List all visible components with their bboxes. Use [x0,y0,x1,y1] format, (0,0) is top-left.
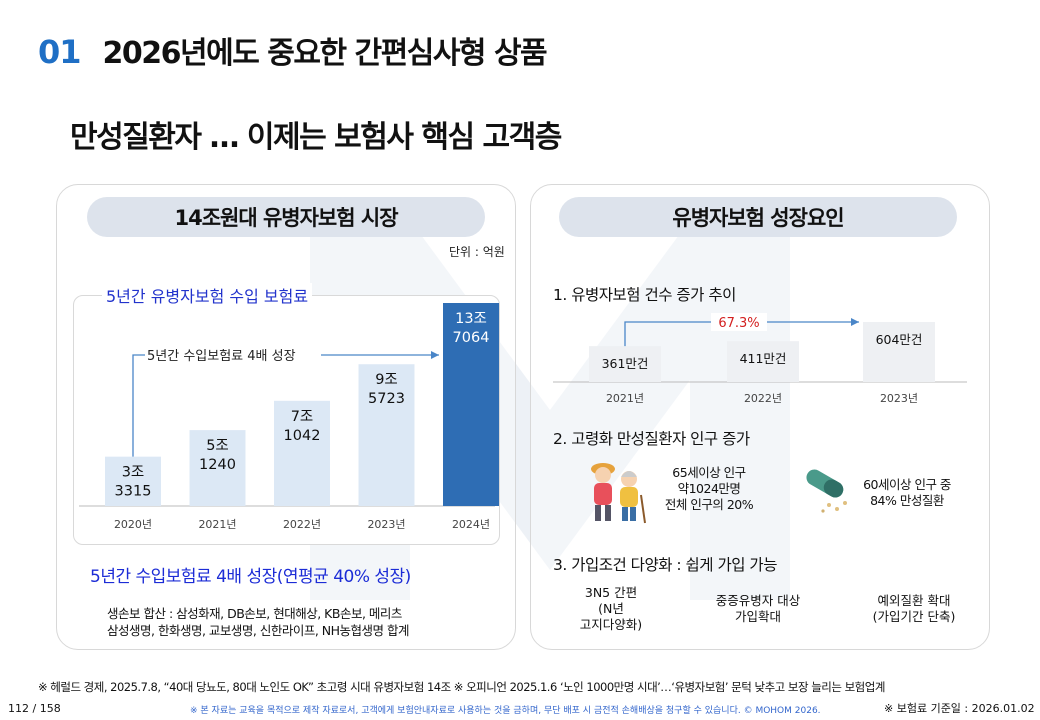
premium-chart-title: 5년간 유병자보험 수입 보험료 [102,283,313,307]
count-label-1: 411만건 [740,351,787,366]
market-size-panel: 14조원대 유병자보험 시장 단위 : 억원 3조 3315 2020년 5조 1240… [56,184,516,650]
section-number: 01 [38,33,82,71]
policy-count-chart: 361만건 2021년 411만건 2022년 604만건 2023년 67.3% [553,313,967,405]
count-label-0: 361만건 [602,356,649,371]
count-growth-rate: 67.3% [718,316,759,331]
bar-label-bottom-1: 1240 [199,457,236,473]
count-bar-1 [727,341,799,382]
page-title: 2026년에도 중요한 간편심사형 상품 [102,36,548,71]
condition-item-1: 3N5 간편 (N년 고지다양화) [551,585,671,633]
condition-2-line-1: 중증유병자 대상 [715,593,801,608]
bar-2023년 [358,364,415,506]
condition-item-2: 중증유병자 대상 가입확대 [693,593,823,625]
count-label-2: 604만건 [876,332,923,347]
condition-1-line-1: 3N5 간편 [584,585,638,600]
premium-basis-date: ※ 보험료 기준일 : 2026.01.02 [884,702,1035,715]
section-3-title: 3. 가입조건 다양화 : 쉽게 가입 가능 [553,556,777,574]
bar-label-bottom-2: 1042 [284,428,321,444]
bar-label-top-3: 9조 [375,372,398,388]
x-tick-3: 2023년 [367,518,405,531]
condition-1-line-2: (N년 [598,601,624,616]
count-bar-2 [863,322,935,382]
section-2-title: 2. 고령화 만성질환자 인구 증가 [553,430,750,448]
bar-2020년 [105,456,161,506]
x-tick-1: 2021년 [198,518,236,531]
x-tick-0: 2020년 [114,518,152,531]
x-tick-4: 2024년 [452,518,490,531]
source-line-1: 생손보 합산 : 삼성화재, DB손보, 현대해상, KB손보, 메리츠 [107,606,402,621]
source-line-2: 삼성생명, 한화생명, 교보생명, 신한라이프, NH농협생명 합계 [107,623,410,638]
condition-item-3: 예외질환 확대 (가입기간 단축) [849,593,979,625]
section-1-title: 1. 유병자보험 건수 증가 추이 [553,286,736,304]
growth-annotation-text: 5년간 수입보험료 4배 성장 [147,349,296,364]
bar-label-bottom-3: 5723 [368,391,405,407]
medicine-capsule-icon [806,469,847,513]
bar-label-top-0: 3조 [122,465,145,481]
condition-3-line-2: (가입기간 단축) [872,609,956,624]
bar-label-bottom-4: 7064 [453,330,490,346]
bar-2022년 [274,400,330,506]
condition-3-line-1: 예외질환 확대 [877,593,951,608]
count-bar-0 [589,346,661,382]
count-tick-1: 2022년 [744,392,782,405]
growth-arrow-head [431,351,439,359]
page-header: 01 2026년에도 중요한 간편심사형 상품 [38,28,548,72]
unit-label: 단위 : 억원 [449,245,505,259]
market-size-pill: 14조원대 유병자보험 시장 [87,197,485,237]
disclaimer: ※ 본 자료는 교육을 목적으로 제작 자료로서, 고객에게 보험안내자료로 사… [190,706,821,716]
x-tick-2: 2022년 [283,518,321,531]
source-note: 생손보 합산 : 삼성화재, DB손보, 현대해상, KB손보, 메리츠 삼성생… [107,605,410,639]
bar-label-top-2: 7조 [291,409,314,425]
growth-factors-pill: 유병자보험 성장요인 [559,197,957,237]
growth-note: 5년간 수입보험료 4배 성장(연평균 40% 성장) [90,567,411,587]
count-growth-bg [711,313,767,331]
chronic-stat-line-1: 60세이상 인구 중 [863,477,951,492]
premium-bar-chart: 3조 3315 2020년 5조 1240 2021년 7조 1042 2022년 9조 5723 2… [79,303,499,531]
elderly-stat-line-2: 약1024만명 [677,481,741,496]
count-tick-0: 2021년 [606,392,644,405]
count-growth-arrow-head [851,318,859,326]
elderly-stat-line-3: 전체 인구의 20% [664,497,754,512]
page-subtitle: 만성질환자 … 이제는 보험사 핵심 고객층 [70,120,562,155]
chronic-stat-line-2: 84% 만성질환 [870,493,944,508]
elderly-couple-icon [591,463,646,524]
growth-factors-panel: 유병자보험 성장요인 1. 유병자보험 건수 증가 추이 361만건 2021년 4… [530,184,990,650]
footnote: ※ 헤럴드 경제, 2025.7.8, “40대 당뇨도, 80대 노인도 OK… [38,680,885,694]
condition-2-line-2: 가입확대 [734,609,781,624]
bar-label-bottom-0: 3315 [115,484,152,500]
elderly-stat-line-1: 65세이상 인구 [672,465,746,480]
bar-label-top-4: 13조 [455,311,487,327]
growth-arrow-line [132,354,439,457]
annotation-background [145,345,321,365]
chronic-disease-stat: 60세이상 인구 중 84% 만성질환 [849,477,965,509]
count-growth-arrow [624,321,859,347]
bar-2021년 [189,430,246,506]
elderly-population-stat: 65세이상 인구 약1024만명 전체 인구의 20% [649,465,769,513]
condition-1-line-3: 고지다양화) [579,617,643,632]
count-tick-2: 2023년 [880,392,918,405]
bar-2024년 [443,303,499,506]
bar-label-top-1: 5조 [206,438,229,454]
page-number: 112 / 158 [8,702,61,715]
